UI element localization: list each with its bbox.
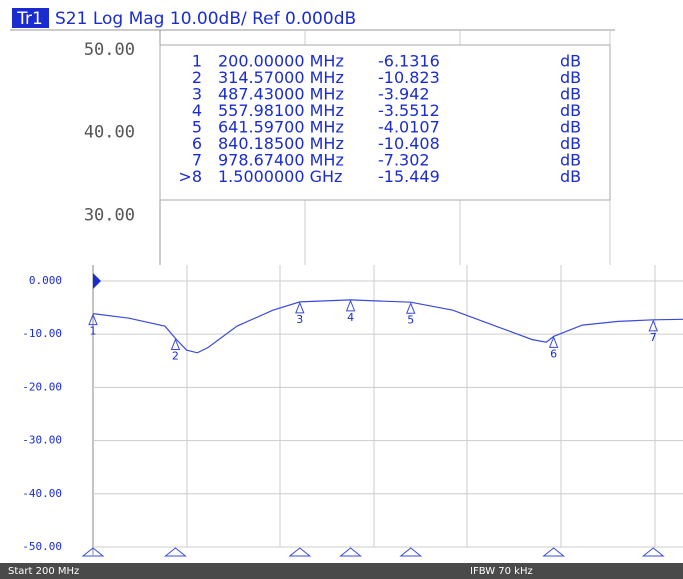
marker-frequency: 314.57000 MHz bbox=[218, 68, 344, 87]
marker-triangle bbox=[88, 313, 98, 326]
marker-unit: dB bbox=[560, 167, 581, 186]
marker-value: -3.5512 bbox=[378, 101, 440, 120]
marker-number: 7 bbox=[650, 331, 657, 344]
marker-triangle bbox=[548, 335, 559, 348]
start-label: Start 200 MHz bbox=[8, 566, 79, 577]
marker-id: 5 bbox=[192, 118, 202, 137]
marker-frequency: 487.43000 MHz bbox=[218, 85, 344, 104]
marker-value: -10.823 bbox=[378, 68, 440, 87]
plot-bg bbox=[0, 265, 683, 559]
marker-frequency: 641.59700 MHz bbox=[218, 118, 344, 137]
marker-value: -6.1316 bbox=[378, 52, 440, 71]
marker-id: 3 bbox=[192, 85, 202, 104]
stimulus-marker bbox=[399, 547, 423, 557]
marker-unit: dB bbox=[560, 52, 581, 71]
marker-triangle bbox=[345, 299, 356, 312]
marker-frequency: 978.67400 MHz bbox=[218, 151, 344, 170]
marker-triangle bbox=[648, 319, 659, 332]
marker-unit: dB bbox=[560, 85, 581, 104]
y-tick-label: -30.00 bbox=[22, 434, 62, 447]
y-tick-label: -50.00 bbox=[22, 540, 62, 553]
marker-table-box bbox=[159, 44, 611, 201]
status-bar bbox=[0, 563, 683, 579]
marker-number: 6 bbox=[550, 347, 557, 360]
marker-number: 2 bbox=[172, 350, 179, 363]
marker-triangle bbox=[405, 301, 416, 314]
marker-id: 1 bbox=[192, 52, 202, 71]
marker-number: 1 bbox=[90, 325, 97, 338]
marker-unit: dB bbox=[560, 134, 581, 153]
stimulus-marker bbox=[288, 547, 312, 557]
y-tick-label: 0.000 bbox=[29, 274, 62, 287]
y-tick-label: 40.00 bbox=[84, 123, 135, 143]
y-tick-label: -20.00 bbox=[22, 380, 62, 393]
marker-value: -15.449 bbox=[378, 167, 440, 186]
reference-arrow bbox=[93, 272, 101, 289]
marker-unit: dB bbox=[560, 151, 581, 170]
trace-name: Tr1 bbox=[16, 9, 43, 29]
marker-unit: dB bbox=[560, 118, 581, 137]
marker-id: >8 bbox=[178, 167, 202, 186]
marker-number: 4 bbox=[347, 311, 354, 324]
marker-frequency: 840.18500 MHz bbox=[218, 134, 344, 153]
marker-unit: dB bbox=[560, 68, 581, 87]
stimulus-marker bbox=[81, 547, 105, 557]
marker-unit: dB bbox=[560, 101, 581, 120]
marker-value: -7.302 bbox=[378, 151, 430, 170]
marker-value: -10.408 bbox=[378, 134, 440, 153]
stimulus-marker bbox=[164, 547, 187, 557]
marker-number: 3 bbox=[296, 313, 303, 326]
marker-frequency: 557.98100 MHz bbox=[218, 101, 344, 120]
marker-value: -3.942 bbox=[378, 85, 430, 104]
marker-triangle bbox=[295, 301, 305, 314]
marker-frequency: 1.5000000 GHz bbox=[218, 167, 342, 186]
marker-frequency: 200.00000 MHz bbox=[218, 52, 344, 71]
stimulus-marker bbox=[339, 547, 362, 557]
stimulus-marker bbox=[542, 547, 566, 557]
marker-id: 4 bbox=[192, 101, 202, 120]
y-tick-label: -10.00 bbox=[22, 327, 62, 340]
y-tick-label: 30.00 bbox=[84, 205, 135, 225]
marker-id: 2 bbox=[192, 68, 202, 87]
ifbw-label: IFBW 70 kHz bbox=[470, 566, 533, 577]
y-tick-label: 50.00 bbox=[84, 40, 135, 60]
marker-id: 7 bbox=[192, 151, 202, 170]
trace-settings: S21 Log Mag 10.00dB/ Ref 0.000dB bbox=[55, 9, 356, 29]
marker-triangle bbox=[170, 338, 181, 351]
y-tick-label: -40.00 bbox=[22, 487, 62, 500]
marker-number: 5 bbox=[407, 313, 414, 326]
trace-badge bbox=[12, 8, 49, 28]
marker-id: 6 bbox=[192, 134, 202, 153]
marker-value: -4.0107 bbox=[378, 118, 440, 137]
stimulus-marker bbox=[641, 547, 665, 557]
